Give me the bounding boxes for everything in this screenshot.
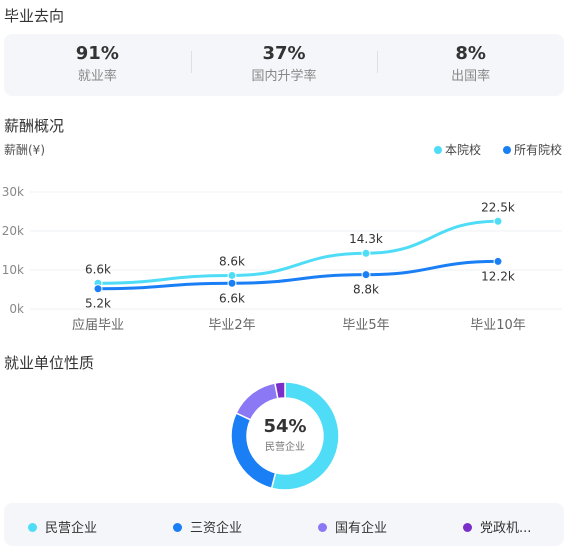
y-tick-label: 30k	[2, 185, 24, 199]
salary-section-title: 薪酬概况	[4, 117, 65, 135]
legend-dot	[318, 523, 327, 532]
legend-dot-all-schools	[503, 146, 511, 154]
stat-study-abroad-rate: 8% 出国率	[377, 43, 564, 87]
legend-label: 民营企业	[45, 521, 98, 536]
data-label: 8.6k	[219, 254, 245, 268]
legend-dot	[173, 523, 182, 532]
legend-dot	[463, 523, 472, 532]
x-tick-label: 毕业10年	[470, 318, 526, 333]
donut-center: 54% 民营企业	[229, 380, 341, 492]
legend-item-government-agency[interactable]: 党政机...	[463, 517, 531, 536]
legend-label: 三资企业	[190, 521, 243, 536]
y-tick-label: 20k	[2, 224, 24, 238]
y-tick-label: 10k	[2, 263, 24, 277]
y-tick-label: 0k	[9, 302, 24, 316]
data-label: 6.6k	[85, 262, 111, 276]
stat-domestic-further-study-rate: 37% 国内升学率	[190, 43, 378, 87]
stat-value: 37%	[262, 43, 306, 64]
chart-grid: 0k 10k 20k 30k 应届毕业 毕业2年 毕业5年 毕业10年	[2, 185, 562, 333]
x-tick-label: 毕业2年	[208, 318, 255, 333]
donut-segment-3[interactable]	[274, 381, 286, 400]
salary-chart: 薪酬(¥) 本院校 所有院校 0k 10k 20k 30k 应届毕业 毕业2年 毕业5年 毕业…	[0, 140, 567, 340]
unit-nature-legend: 民营企业 三资企业 国有企业 党政机...	[4, 503, 564, 546]
salary-legend: 本院校 所有院校	[434, 142, 562, 157]
x-tick-label: 应届毕业	[72, 317, 124, 333]
legend-item-private-enterprise[interactable]: 民营企业	[28, 517, 97, 536]
legend-label-all-schools[interactable]: 所有院校	[514, 142, 562, 157]
data-label: 14.3k	[349, 232, 383, 246]
data-point[interactable]	[361, 248, 371, 258]
data-point[interactable]	[93, 284, 103, 294]
series-line-0	[96, 219, 500, 285]
data-point[interactable]	[227, 278, 237, 288]
data-label: 22.5k	[481, 200, 515, 214]
x-tick-label: 毕业5年	[342, 318, 389, 333]
donut-chart	[230, 381, 340, 491]
stat-label: 出国率	[451, 69, 491, 84]
salary-line-chart: 薪酬(¥) 本院校 所有院校 0k 10k 20k 30k 应届毕业 毕业2年 毕业5年 毕业…	[2, 142, 562, 333]
employment-section-title: 毕业去向	[4, 7, 65, 25]
stat-employment-rate: 91% 就业率	[4, 43, 191, 87]
data-label: 5.2k	[85, 297, 111, 311]
data-point[interactable]	[227, 270, 237, 280]
legend-label-this-school[interactable]: 本院校	[445, 142, 481, 157]
legend-label: 党政机...	[480, 521, 532, 536]
legend-item-foreign-enterprise[interactable]: 三资企业	[173, 517, 242, 536]
stat-value: 91%	[75, 43, 119, 64]
stat-label: 就业率	[77, 69, 117, 84]
data-point[interactable]	[493, 216, 503, 226]
data-label: 8.8k	[353, 283, 379, 297]
data-point[interactable]	[361, 270, 371, 280]
legend-label: 国有企业	[335, 521, 388, 536]
unit-nature-donut: 54% 民营企业	[229, 380, 341, 492]
unit-nature-section-title: 就业单位性质	[4, 354, 95, 372]
data-point[interactable]	[493, 256, 503, 266]
legend-dot-this-school	[434, 146, 442, 154]
legend-item-state-owned-enterprise[interactable]: 国有企业	[318, 517, 387, 536]
data-label: 12.2k	[481, 269, 515, 283]
donut-center-label: 民营企业	[265, 442, 305, 453]
stat-value: 8%	[455, 43, 486, 64]
chart-series: 6.6k 8.6k 14.3k 22.5k 5.2k 6.6k 8.8k 12.2k	[85, 200, 515, 310]
donut-center-value: 54%	[263, 416, 307, 437]
series-line-1	[96, 259, 500, 291]
stat-label: 国内升学率	[251, 69, 317, 84]
employment-stats-card: 91% 就业率 37% 国内升学率 8% 出国率	[4, 34, 564, 96]
legend-dot	[28, 523, 37, 532]
y-axis-unit-label: 薪酬(¥)	[4, 143, 45, 157]
data-label: 6.6k	[219, 291, 245, 305]
